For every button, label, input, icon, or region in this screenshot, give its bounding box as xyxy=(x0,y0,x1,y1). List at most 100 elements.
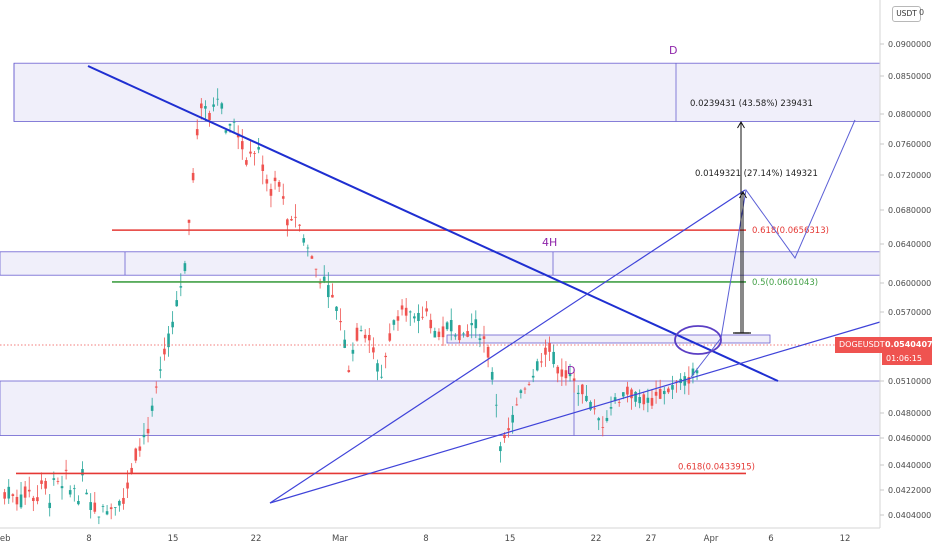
candle-body xyxy=(519,390,523,393)
candle-body xyxy=(376,363,379,372)
descending-trendline xyxy=(87,65,779,382)
measure-short-arrowhead xyxy=(739,191,747,199)
candle-body xyxy=(552,351,555,365)
candle-body xyxy=(191,172,195,181)
candle-body xyxy=(462,333,465,335)
candle-body xyxy=(367,334,371,341)
candle-body xyxy=(425,308,428,312)
candle-body xyxy=(359,330,363,331)
candle-body xyxy=(503,434,506,439)
candle-body xyxy=(581,384,584,395)
candle-body xyxy=(396,316,400,321)
candle-body xyxy=(273,177,277,182)
candle-body xyxy=(650,397,654,406)
candle-body xyxy=(609,407,613,409)
candle-body xyxy=(417,312,420,322)
time-tick-label: 22 xyxy=(591,534,602,544)
candle-body xyxy=(527,383,531,385)
currency-toggle-button[interactable]: USDT xyxy=(892,6,921,22)
candle-body xyxy=(363,334,367,339)
candle-body xyxy=(507,428,510,431)
candle-body xyxy=(671,385,674,390)
candle-body xyxy=(392,320,396,325)
candle-body xyxy=(433,330,437,338)
price-tick-label: 0.0570000 xyxy=(888,308,931,317)
candle-body xyxy=(212,104,215,107)
candle-body xyxy=(93,502,97,512)
time-axis[interactable]: Feb 8 15 22 Mar 8 15 22 27 Apr 6 12 xyxy=(0,527,880,544)
candle-body xyxy=(626,386,629,395)
candle-body xyxy=(269,188,273,196)
candle-body xyxy=(228,123,232,126)
candle-body xyxy=(466,331,469,337)
upper-resistance-zone xyxy=(13,62,881,122)
candle-body xyxy=(544,347,547,355)
candle-body xyxy=(421,316,424,318)
candle-body xyxy=(470,323,474,326)
time-tick-label: 12 xyxy=(840,534,851,544)
time-tick-label: 8 xyxy=(423,534,428,544)
candlestick-series xyxy=(3,88,699,525)
price-axis[interactable]: 0.0404000 0.0422000 0.0440000 0.0460000 0.04… xyxy=(879,0,931,528)
candle-body xyxy=(85,492,88,495)
candle-body xyxy=(593,408,596,410)
candle-body xyxy=(441,326,445,338)
candle-body xyxy=(331,294,334,298)
candle-body xyxy=(548,343,551,352)
price-tick-label: 0.0600000 xyxy=(888,279,931,288)
candle-body xyxy=(27,489,31,492)
candle-body xyxy=(454,335,457,337)
candle-body xyxy=(52,478,56,480)
candle-body xyxy=(499,446,502,452)
candle-body xyxy=(683,376,687,386)
small-zone xyxy=(446,334,771,344)
candle-body xyxy=(515,404,519,406)
annotations: 0.0239431 (43.58%) 239431 0.0149321 (27.1… xyxy=(542,44,818,377)
candle-body xyxy=(437,331,441,338)
time-tick-label: 15 xyxy=(505,534,516,544)
candle-body xyxy=(478,338,482,341)
candle-body xyxy=(482,336,486,339)
candle-body xyxy=(130,467,133,474)
candle-body xyxy=(490,371,494,380)
candle-body xyxy=(220,103,224,109)
candle-body xyxy=(449,320,453,332)
candle-body xyxy=(105,511,109,515)
time-tick-label: 27 xyxy=(646,534,657,544)
candle-body xyxy=(11,494,15,497)
candle-body xyxy=(310,256,314,259)
candle-body xyxy=(187,219,191,223)
candle-body xyxy=(23,486,27,498)
price-tick-label: 0.0510000 xyxy=(888,377,931,386)
candle-body xyxy=(261,164,265,171)
candle-body xyxy=(408,311,412,313)
ascending-inner-trendline xyxy=(269,189,746,504)
candle-body xyxy=(240,141,244,150)
candle-body xyxy=(113,507,117,508)
candle-body xyxy=(351,349,355,354)
candle-body xyxy=(630,389,633,399)
candle-body xyxy=(77,500,80,505)
candle-body xyxy=(253,153,256,154)
last-price-value: 0.0540407 xyxy=(885,340,932,349)
price-tick-label: 0.0404000 xyxy=(888,511,931,520)
candle-body xyxy=(216,98,219,100)
candle-body xyxy=(380,376,383,378)
candle-body xyxy=(265,179,269,184)
candle-body xyxy=(343,339,347,348)
candle-body xyxy=(15,496,19,505)
candle-body xyxy=(347,370,351,373)
candle-body xyxy=(302,238,306,243)
mid-zone xyxy=(0,251,881,276)
focus-ellipse xyxy=(674,325,722,355)
candle-body xyxy=(32,497,35,502)
candle-body xyxy=(314,268,318,270)
candle-body xyxy=(40,480,43,484)
candle-body xyxy=(413,316,416,319)
candle-body xyxy=(122,497,125,504)
candle-body xyxy=(286,219,289,226)
candle-body xyxy=(36,497,39,502)
candle-body xyxy=(556,366,560,374)
candle-body xyxy=(3,492,6,499)
